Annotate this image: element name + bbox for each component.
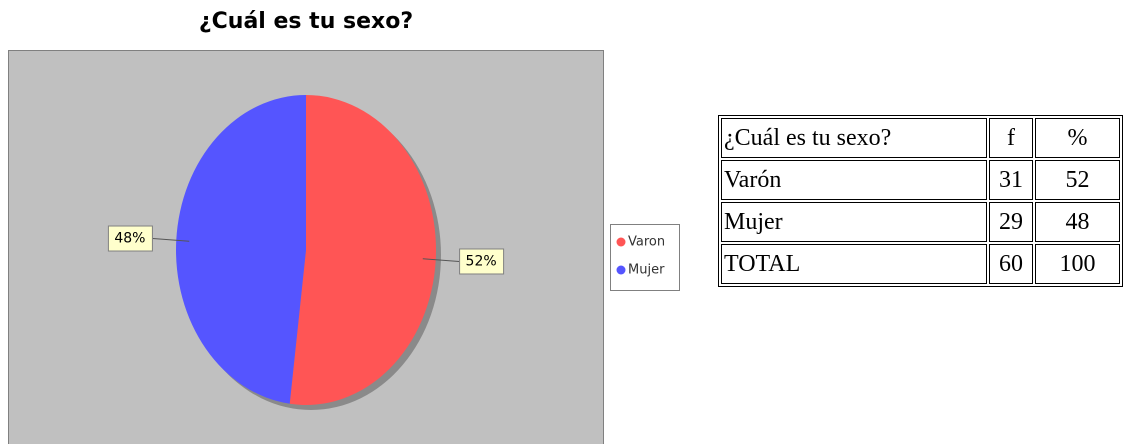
chart-title: ¿Cuál es tu sexo? [199, 9, 413, 34]
cell: 60 [989, 244, 1033, 284]
cell: 100 [1035, 244, 1120, 284]
table-header: ¿Cuál es tu sexo? f % [721, 118, 1120, 158]
data-table: ¿Cuál es tu sexo? f % Varón 31 52 Mujer … [718, 115, 1123, 287]
cell: 31 [989, 160, 1033, 200]
data-label: 52% [466, 253, 497, 269]
cell: 29 [989, 202, 1033, 242]
label-leader [422, 258, 460, 262]
header-cell: f [989, 118, 1033, 158]
table-row: Mujer 29 48 [721, 202, 1120, 242]
cell: Varón [721, 160, 987, 200]
cell: 52 [1035, 160, 1120, 200]
legend-label: Varon [628, 235, 665, 250]
header-cell: % [1035, 118, 1120, 158]
cell: Mujer [721, 202, 987, 242]
pie-slice [175, 95, 306, 404]
legend-swatch [616, 237, 626, 247]
label-leader [152, 238, 190, 242]
table-row: TOTAL 60 100 [721, 244, 1120, 284]
cell: TOTAL [721, 244, 987, 284]
data-label: 48% [114, 231, 145, 247]
chart: ¿Cuál es tu sexo? 52% Varon 48% Mujer [8, 9, 680, 444]
legend [610, 224, 680, 291]
cell: 48 [1035, 202, 1120, 242]
legend-label: Mujer [628, 263, 665, 278]
label-box [107, 225, 153, 252]
label-box [459, 248, 505, 275]
table-row: Varón 31 52 [721, 160, 1120, 200]
pie-slice [289, 95, 436, 406]
legend-swatch [616, 265, 626, 275]
header-cell: ¿Cuál es tu sexo? [721, 118, 987, 158]
